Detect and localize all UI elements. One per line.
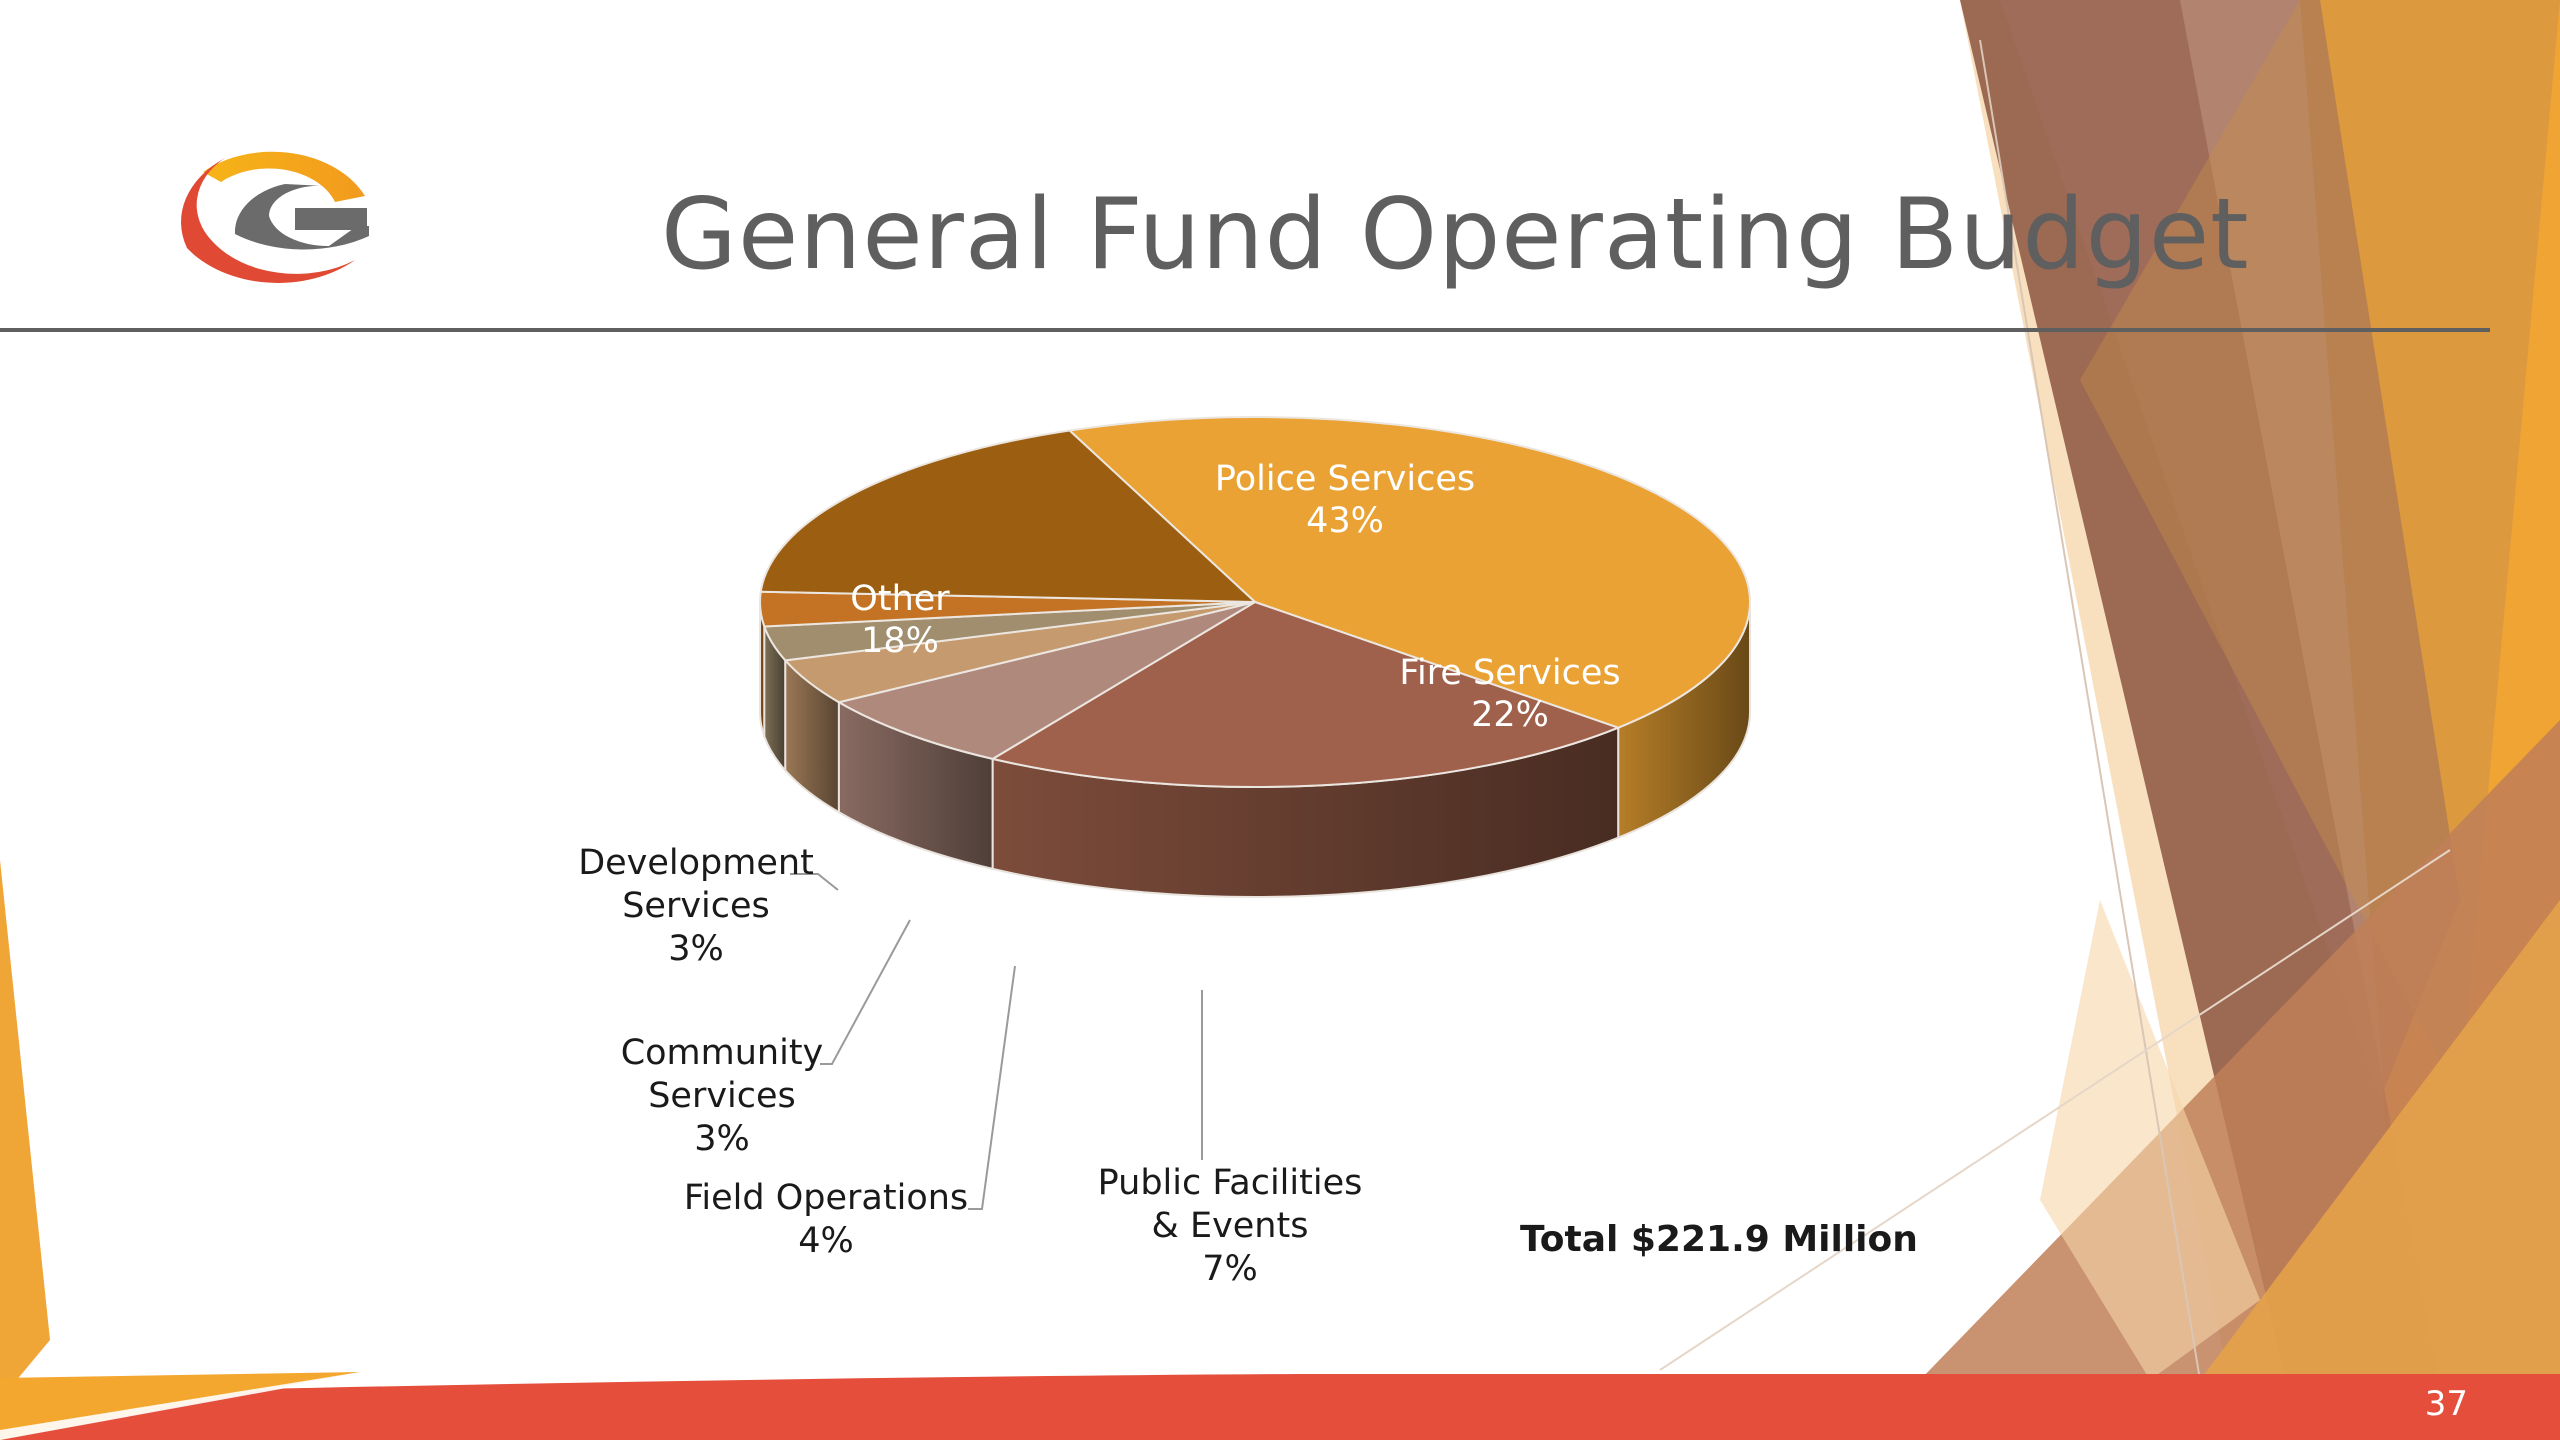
slice-name-label: Development [578,843,814,883]
slice-name-label: Services [622,886,770,926]
pie-slice-public-facilities-events [836,601,1256,760]
slice-percent-label: 4% [798,1221,854,1261]
page-title: General Fund Operating Budget [661,178,2250,292]
g-logo-icon [181,151,370,283]
slice-name-label: Services [648,1076,796,1116]
slice-percent-label: 18% [861,621,939,661]
slice-percent-label: 3% [668,929,724,969]
leader-line [820,919,911,1065]
leader-lines [790,873,1203,1210]
slice-percent-label: 7% [1202,1249,1258,1289]
slice-name-label: Community [621,1033,824,1073]
leader-line [790,873,839,891]
pie-slice-other [759,429,1258,604]
pie-chart [759,416,1751,899]
slice-percent-label: 22% [1471,695,1549,735]
slice-name-label: Police Services [1215,459,1475,499]
total-label: Total $221.9 Million [1520,1219,1918,1260]
slice-name-label: Other [850,579,950,619]
slice-percent-label: 43% [1306,501,1384,541]
slice-percent-label: 3% [694,1119,750,1159]
slice-name-label: Field Operations [684,1178,968,1218]
slice-name-label: Fire Services [1399,653,1620,693]
pie-slice-fire-services [990,600,1622,789]
pie-slice-police-services [1067,416,1751,729]
slice-name-label: & Events [1152,1206,1309,1246]
leader-line [968,965,1016,1210]
slice-name-label: Public Facilities [1098,1163,1363,1203]
page-number: 37 [2424,1384,2468,1424]
